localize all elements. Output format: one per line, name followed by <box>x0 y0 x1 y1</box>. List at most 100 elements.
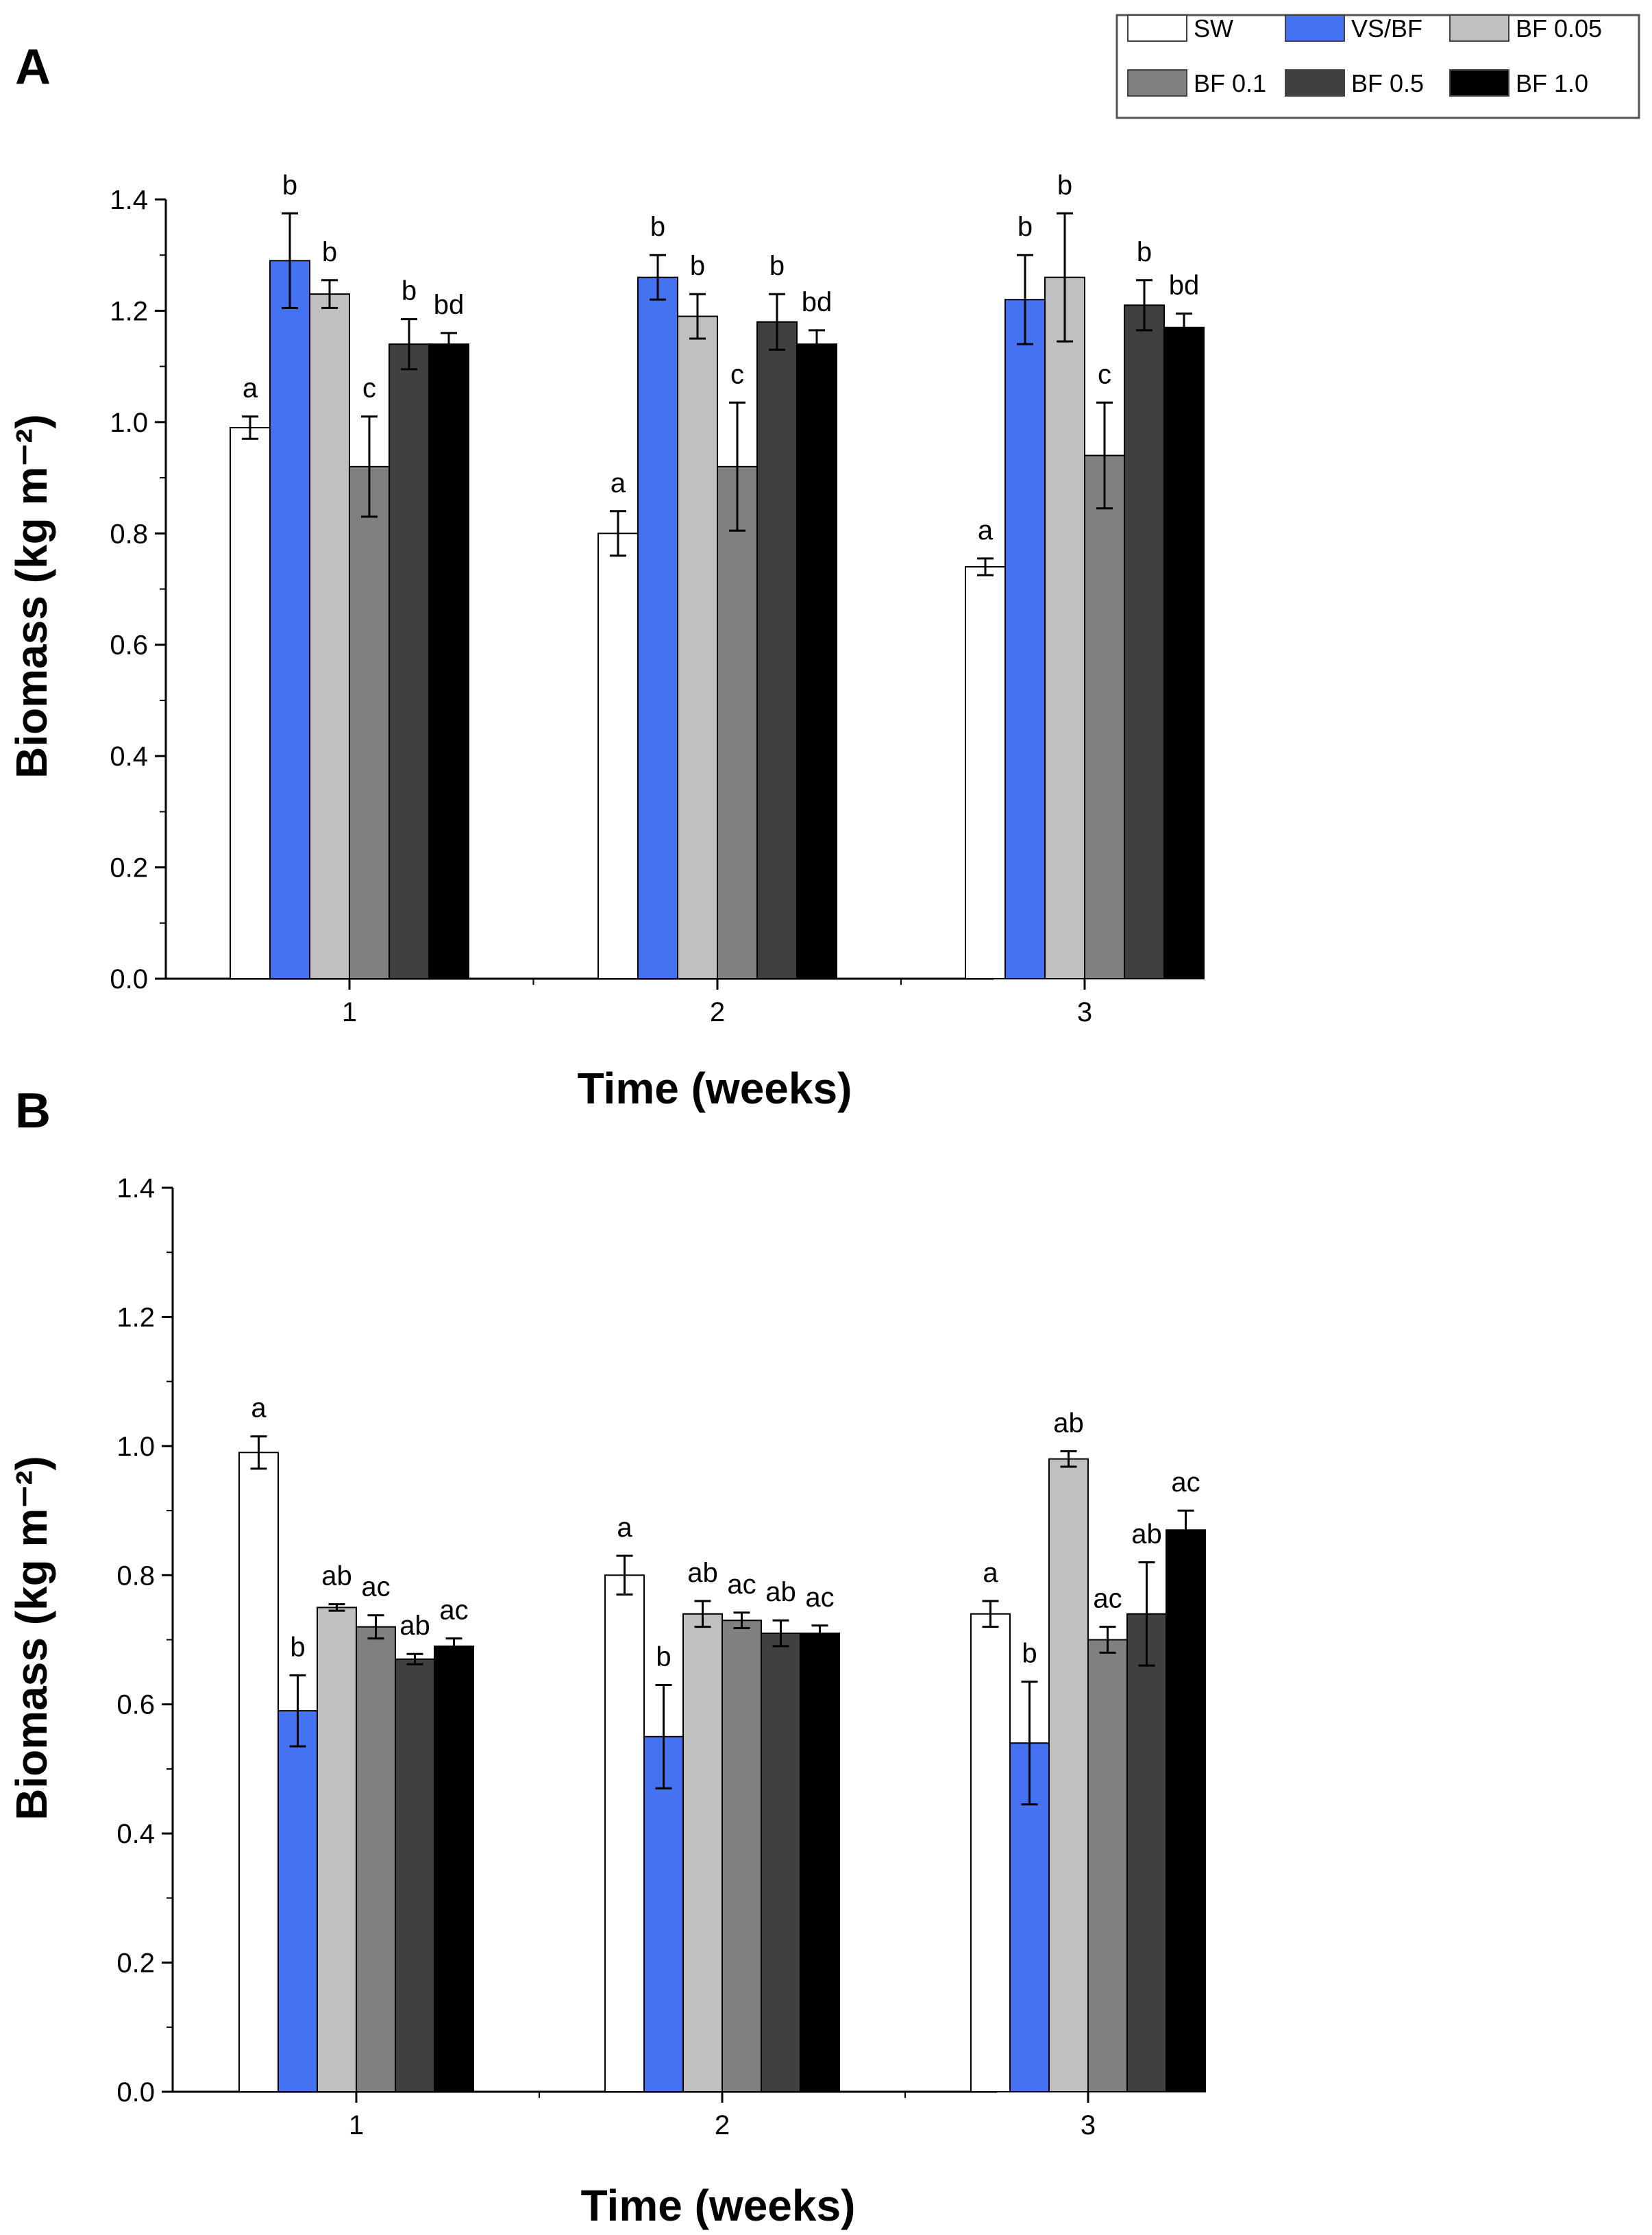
panel-b-y-axis-title: Biomass (kg m⁻²) <box>7 1456 56 1820</box>
bar <box>970 1613 1011 2092</box>
x-tick-label: 3 <box>1081 2110 1096 2140</box>
bar <box>389 343 430 979</box>
legend: SW VS/BF BF 0.05 BF 0.1 BF 0.5 BF 1.0 <box>1115 14 1640 119</box>
significance-label: c <box>730 359 744 389</box>
bar <box>317 1607 357 2092</box>
x-tick-label: 3 <box>1077 997 1092 1027</box>
y-tick-label: 0.4 <box>110 742 148 772</box>
legend-label: BF 0.1 <box>1194 69 1266 97</box>
significance-label: b <box>290 1632 305 1662</box>
bar <box>1084 454 1125 979</box>
y-tick-label: 1.2 <box>116 1302 155 1332</box>
significance-label: ab <box>321 1561 352 1591</box>
bar <box>756 321 798 979</box>
bar <box>677 315 718 979</box>
significance-label: b <box>650 212 665 242</box>
y-tick-label: 0.8 <box>110 519 148 549</box>
bar <box>238 1452 279 2092</box>
panel-b-x-axis-title: Time (weeks) <box>581 2181 856 2230</box>
y-tick-label: 1.0 <box>116 1432 155 1462</box>
panel-b-letter: B <box>15 1084 51 1138</box>
legend-swatch <box>1449 14 1509 42</box>
significance-label: b <box>1057 170 1072 200</box>
y-tick-label: 0.0 <box>116 2077 155 2108</box>
significance-label: bd <box>1169 270 1200 300</box>
significance-label: ac <box>439 1596 468 1626</box>
bar <box>761 1633 801 2093</box>
legend-swatch <box>1285 14 1345 42</box>
x-tick-label: 1 <box>349 2110 364 2140</box>
bar <box>395 1658 435 2093</box>
significance-label: b <box>1022 1639 1037 1669</box>
bar <box>643 1735 684 2093</box>
y-tick-label: 1.0 <box>110 408 148 438</box>
legend-label: SW <box>1194 14 1233 42</box>
y-tick-label: 0.4 <box>116 1819 155 1849</box>
significance-label: b <box>322 237 337 267</box>
x-tick-label: 1 <box>342 997 357 1027</box>
bar <box>1004 299 1046 979</box>
significance-label: ab <box>1053 1408 1084 1438</box>
bar <box>1163 326 1205 979</box>
bar <box>1124 304 1165 979</box>
significance-label: b <box>769 251 785 281</box>
bar <box>796 343 837 979</box>
significance-label: b <box>282 170 297 200</box>
bar <box>309 293 350 980</box>
bar <box>717 465 758 979</box>
y-tick-label: 0.2 <box>110 853 148 883</box>
legend-label: BF 0.5 <box>1351 69 1424 97</box>
significance-label: a <box>983 1558 998 1588</box>
bar <box>597 533 639 979</box>
significance-label: bd <box>434 290 465 320</box>
significance-label: a <box>243 374 258 404</box>
significance-label: b <box>402 276 417 306</box>
significance-label: ac <box>361 1572 390 1602</box>
panel-a-y-axis-title: Biomass (kg m⁻²) <box>7 414 56 779</box>
y-tick-label: 1.4 <box>110 185 148 215</box>
bar <box>356 1626 396 2093</box>
bar <box>1166 1529 1206 2092</box>
legend-swatch <box>1285 69 1345 97</box>
bar <box>637 276 678 979</box>
significance-label: bd <box>802 287 833 317</box>
bar <box>965 566 1006 979</box>
x-tick-label: 2 <box>715 2110 730 2140</box>
significance-label: c <box>1098 359 1111 389</box>
significance-label: b <box>656 1641 671 1672</box>
bar <box>682 1613 723 2092</box>
bar <box>349 465 390 979</box>
bar <box>1087 1639 1128 2092</box>
bar <box>800 1633 840 2093</box>
panel-a-x-axis-title: Time (weeks) <box>578 1064 852 1113</box>
legend-swatch <box>1449 69 1509 97</box>
significance-label: ab <box>765 1577 796 1607</box>
y-tick-label: 0.6 <box>110 631 148 661</box>
significance-label: b <box>1018 212 1033 242</box>
significance-label: ac <box>727 1570 756 1600</box>
y-tick-label: 1.2 <box>110 296 148 326</box>
legend-frame <box>1115 14 1640 119</box>
bar <box>230 426 271 979</box>
significance-label: ac <box>1171 1467 1200 1498</box>
y-tick-label: 0.2 <box>116 1949 155 1979</box>
significance-label: ab <box>687 1558 718 1588</box>
significance-label: ab <box>1131 1519 1162 1549</box>
significance-label: a <box>617 1513 632 1543</box>
panel-a-letter: A <box>15 40 51 95</box>
significance-label: ab <box>399 1611 430 1641</box>
significance-label: ac <box>805 1583 834 1613</box>
legend-label: VS/BF <box>1351 14 1422 42</box>
significance-label: ac <box>1093 1584 1122 1614</box>
bar <box>428 343 469 979</box>
bar <box>269 260 310 980</box>
legend-label: BF 0.05 <box>1516 14 1602 42</box>
significance-label: a <box>978 515 994 546</box>
significance-label: c <box>362 374 376 404</box>
bar <box>1044 276 1085 979</box>
legend-swatch <box>1127 14 1187 42</box>
significance-label: b <box>690 251 705 281</box>
y-tick-label: 0.6 <box>116 1690 155 1720</box>
